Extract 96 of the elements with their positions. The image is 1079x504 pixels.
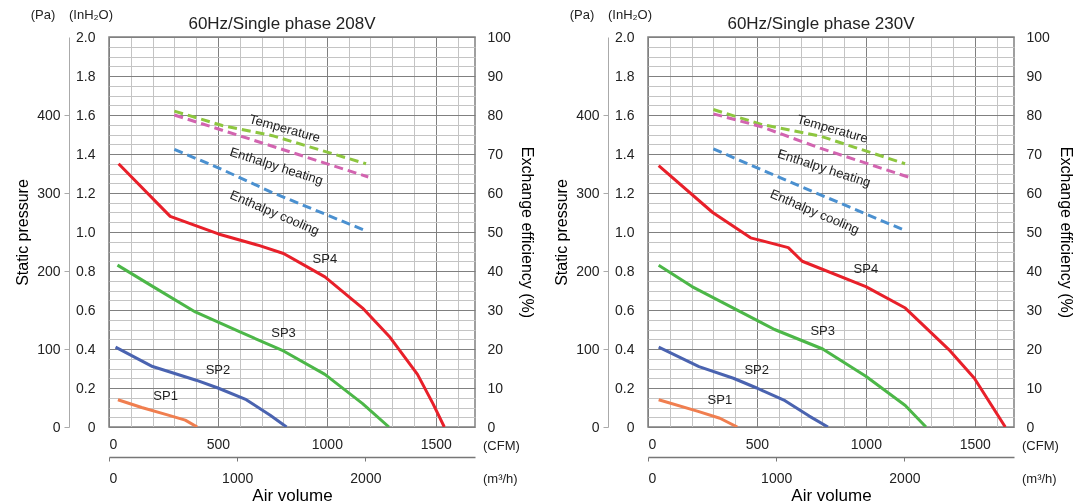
series-label: SP1 <box>707 392 733 408</box>
y-tick-label: 1.8 <box>76 67 96 84</box>
y2-axis-title: Exchange efficiency (%) <box>518 146 536 319</box>
y3-tick-label: 100 <box>576 340 600 357</box>
y2-tick-label: 60 <box>487 184 504 201</box>
y-tick-label: 2.0 <box>76 28 96 45</box>
y2-tick-label: 0 <box>1026 418 1035 435</box>
y-tick-label: 0.6 <box>76 301 96 318</box>
text: (m³/h) <box>1022 471 1057 486</box>
text: (Pa) <box>30 7 56 22</box>
x-tick-label: 0 <box>648 435 657 452</box>
y-tick-label: 0 <box>626 418 635 435</box>
x2-tick-label: 1000 <box>222 469 254 486</box>
y-tick-label: 1.6 <box>615 106 635 123</box>
y2-tick-label: 80 <box>487 106 504 123</box>
y2-tick-label: 30 <box>1026 301 1043 318</box>
text: (InH₂O) <box>607 7 653 22</box>
chart-title: 60Hz/Single phase 230V <box>727 14 916 33</box>
y-tick-label: 0.2 <box>615 379 635 396</box>
x-tick-label: 1000 <box>850 435 883 452</box>
text: (CFM) <box>1022 438 1059 453</box>
chart-title: 60Hz/Single phase 208V <box>188 14 377 33</box>
x2-tick-label: 2000 <box>889 469 921 486</box>
y3-tick-label: 200 <box>37 262 61 279</box>
y2-tick-label: 20 <box>487 340 504 357</box>
y-tick-label: 0 <box>87 418 96 435</box>
text: (CFM) <box>483 438 520 453</box>
y2-tick-label: 0 <box>487 418 496 435</box>
y2-tick-label: 10 <box>487 379 504 396</box>
y-tick-label: 0.8 <box>615 262 635 279</box>
y-tick-label: 1.4 <box>615 145 635 162</box>
series-label: SP1 <box>153 388 178 404</box>
y-tick-label: 0.2 <box>76 379 96 396</box>
x-tick-label: 500 <box>206 435 231 452</box>
x-tick-label: 1000 <box>311 435 344 452</box>
x-tick-label: 500 <box>745 435 770 452</box>
series-label: SP2 <box>205 362 231 377</box>
y2-tick-label: 20 <box>1026 340 1043 357</box>
line-series <box>114 345 289 427</box>
text: (Pa) <box>569 7 595 22</box>
y-tick-label: 0.4 <box>615 340 635 357</box>
y2-axis-title: Exchange efficiency (%) <box>1057 146 1075 319</box>
y-tick-label: 1.0 <box>615 223 635 240</box>
y2-tick-label: 70 <box>487 145 504 162</box>
y2-tick-label: 90 <box>487 67 504 84</box>
y2-tick-label: 50 <box>487 223 504 240</box>
y3-tick-label: 400 <box>576 106 600 123</box>
x-tick-label: 1500 <box>959 435 992 452</box>
x2-tick-label: 1000 <box>761 469 793 486</box>
y3-tick-label: 0 <box>591 418 600 435</box>
y2-tick-label: 40 <box>487 262 504 279</box>
y-tick-label: 2.0 <box>615 28 635 45</box>
y-axis-title: Static pressure <box>553 179 571 286</box>
x2-tick-label: 2000 <box>350 469 382 486</box>
y3-tick-label: 0 <box>52 418 61 435</box>
line-series <box>116 398 199 427</box>
x-tick-label: 0 <box>109 435 118 452</box>
x2-tick-label: 0 <box>109 469 118 486</box>
text: (InH₂O) <box>68 7 114 22</box>
y2-tick-label: 100 <box>487 28 512 45</box>
y-tick-label: 1.0 <box>76 223 96 240</box>
y3-tick-label: 100 <box>37 340 61 357</box>
y-tick-label: 1.6 <box>76 106 96 123</box>
y-tick-label: 1.2 <box>76 184 96 201</box>
series-label: SP3 <box>271 324 296 340</box>
x-axis-title: Air volume <box>252 485 333 504</box>
y-tick-label: 1.4 <box>76 145 96 162</box>
series-label: SP3 <box>810 323 836 338</box>
y2-tick-label: 60 <box>1026 184 1043 201</box>
y2-tick-label: 50 <box>1026 223 1043 240</box>
y3-tick-label: 400 <box>37 106 61 123</box>
y2-tick-label: 70 <box>1026 145 1043 162</box>
y3-tick-label: 200 <box>576 262 600 279</box>
y-tick-label: 1.8 <box>615 67 635 84</box>
y-tick-label: 1.2 <box>615 184 635 201</box>
line-series <box>657 263 928 427</box>
y3-tick-label: 300 <box>576 184 600 201</box>
y2-tick-label: 40 <box>1026 262 1043 279</box>
text: (m³/h) <box>483 471 518 486</box>
line-series <box>116 263 391 427</box>
line-series <box>657 345 830 427</box>
y-tick-label: 0.6 <box>615 301 635 318</box>
series-label: SP4 <box>312 250 338 266</box>
y-axis-title: Static pressure <box>14 179 32 286</box>
y2-tick-label: 30 <box>487 301 504 318</box>
y2-tick-label: 10 <box>1026 379 1043 396</box>
x2-tick-label: 0 <box>648 469 657 486</box>
y2-tick-label: 90 <box>1026 67 1043 84</box>
series-label: SP2 <box>744 362 769 377</box>
x-tick-label: 1500 <box>420 435 453 452</box>
y-tick-label: 0.8 <box>76 262 96 279</box>
x-axis-title: Air volume <box>791 485 872 504</box>
y3-tick-label: 300 <box>37 184 61 201</box>
y-tick-label: 0.4 <box>76 340 96 357</box>
y2-tick-label: 100 <box>1026 28 1051 45</box>
y2-tick-label: 80 <box>1026 106 1043 123</box>
